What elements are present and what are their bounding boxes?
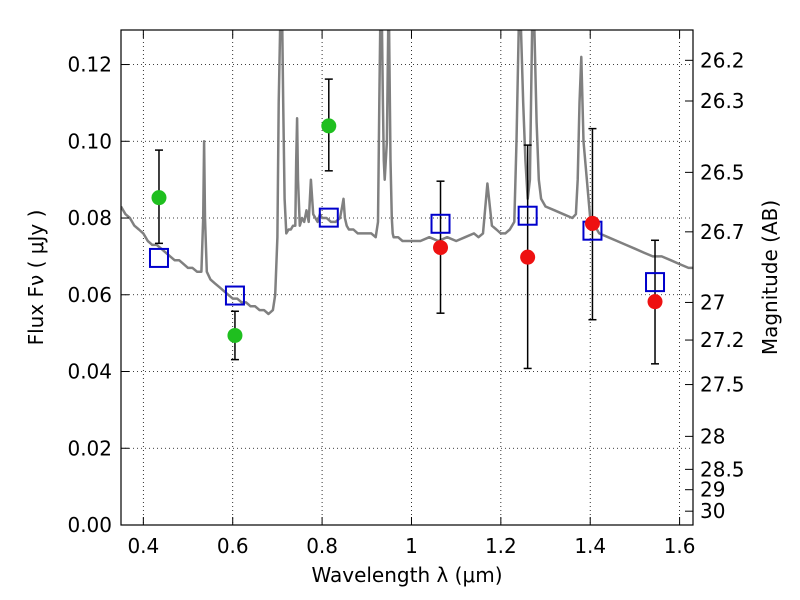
right-tick-label: 27.2 [700,328,745,352]
right-tick-label: 26.5 [700,160,745,184]
right-tick-label: 27.5 [700,373,745,397]
x-tick-label: 1.6 [664,534,696,558]
x-tick-label: 0.8 [306,534,338,558]
spectrum-line [121,30,693,316]
red-point [647,294,663,310]
y-tick-label: 0.08 [67,206,112,230]
green-point [227,327,243,343]
axis-ticks: 0.4 0.6 0.8 1 1.2 1.4 1.6 0.00 0.02 0.04 0.06 0.08 0… [67,30,745,558]
right-tick-label: 26.7 [700,220,745,244]
right-tick-label: 26.3 [700,89,745,113]
blue-square-point [318,207,339,228]
x-tick-label: 0.6 [217,534,249,558]
x-tick-label: 1.4 [574,534,606,558]
y-axis-label: Flux Fν ( μJy ) [24,210,48,346]
grid-lines [121,30,693,526]
red-point [433,240,449,256]
right-axis-label: Magnitude (AB) [758,200,782,355]
blue-square-point [430,213,451,234]
blue-square-point [148,247,169,268]
right-tick-label: 30 [700,499,725,523]
data-points-group [148,78,666,370]
spectrum-line-group [121,30,693,316]
x-axis-label: Wavelength λ (μm) [311,563,502,587]
y-tick-label: 0.04 [67,360,112,384]
blue-square-point [224,285,245,306]
right-tick-label: 26.2 [700,48,745,72]
right-tick-label: 28.5 [700,457,745,481]
right-tick-label: 27 [700,290,725,314]
right-tick-label: 29 [700,478,725,502]
x-tick-label: 0.4 [127,534,159,558]
green-point [321,118,337,134]
red-point [584,215,600,231]
blue-square-point [645,272,666,293]
y-tick-label: 0.10 [67,129,112,153]
right-tick-label: 28 [700,424,725,448]
y-tick-label: 0.02 [67,436,112,460]
blue-square-point [517,205,538,226]
green-point [151,190,167,206]
y-tick-label: 0.12 [67,53,112,77]
x-tick-label: 1.2 [485,534,517,558]
x-tick-label: 1 [405,534,418,558]
y-tick-label: 0.00 [67,513,112,537]
red-point [520,249,536,265]
y-tick-label: 0.06 [67,283,112,307]
plot-frame [120,29,694,526]
